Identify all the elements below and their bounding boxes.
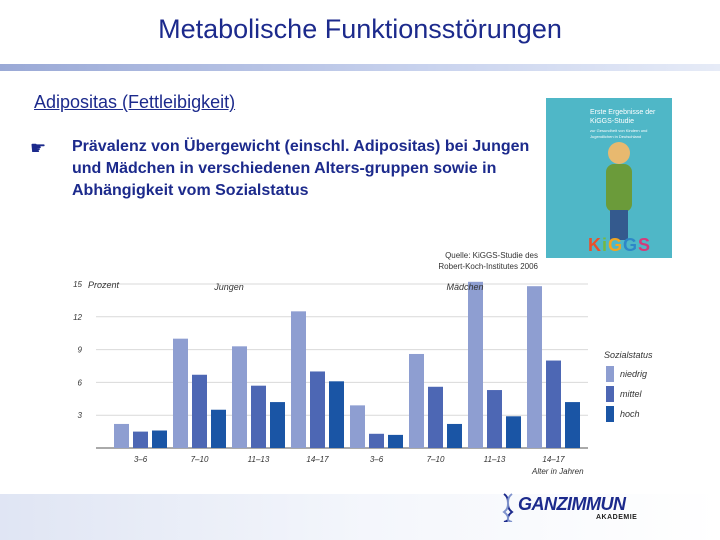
cover-child-figure-legs (610, 210, 628, 240)
x-tick-label: 11–13 (484, 455, 506, 464)
y-tick-label: 6 (78, 378, 83, 387)
bullet-text: Prävalenz von Übergewicht (einschl. Adip… (72, 138, 530, 199)
kiggs-logo: KiGGS (588, 235, 651, 256)
legend-label: niedrig (620, 369, 647, 379)
legend-swatch-mittel (606, 386, 614, 402)
bar-niedrig (291, 311, 306, 448)
x-tick-label: 14–17 (542, 455, 565, 464)
y-tick-label: 15 (73, 280, 82, 289)
logo-sub: AKADEMIE (596, 514, 638, 521)
legend-swatch-hoch (606, 406, 614, 422)
logo-name: GANZIMMUN (518, 494, 626, 514)
bar-mittel (192, 374, 207, 448)
kiggs-letter: G (608, 235, 624, 255)
bar-mittel (133, 431, 148, 448)
bar-mittel (428, 386, 443, 448)
bar-hoch (329, 381, 344, 448)
cover-child-figure-body (606, 164, 632, 212)
bar-hoch (447, 423, 462, 448)
source-note: Quelle: KiGGS-Studie des Robert-Koch-Ins… (392, 250, 538, 272)
bar-mittel (310, 371, 325, 448)
legend-swatch-niedrig (606, 366, 614, 382)
kiggs-letter: S (638, 235, 652, 255)
bar-mittel (546, 360, 561, 448)
legend-label: hoch (620, 409, 640, 419)
kiggs-letter: K (588, 235, 602, 255)
bar-niedrig (114, 423, 129, 448)
cover-child-figure-head (608, 142, 630, 164)
y-tick-label: 12 (73, 313, 82, 322)
bar-hoch (565, 402, 580, 448)
prevalence-bar-chart: 3 6 9 12 15 Prozent 3–6 7–10 11–13 14–17 3–6 7–10 11… (73, 280, 653, 476)
bar-hoch (152, 430, 167, 448)
bar-hoch (211, 409, 226, 448)
group-label-jungen: Jungen (213, 282, 244, 292)
title-divider (0, 64, 720, 71)
kiggs-report-cover: Erste Ergebnisse der KiGGS-Studie zur Ge… (546, 98, 672, 258)
bar-mittel (369, 433, 384, 448)
bar-niedrig (409, 353, 424, 448)
kiggs-letter: i (602, 235, 609, 255)
source-line-1: Quelle: KiGGS-Studie des (445, 251, 538, 260)
bar-niedrig (232, 346, 247, 448)
x-tick-label: 3–6 (370, 455, 384, 464)
x-tick-label: 7–10 (191, 455, 209, 464)
y-tick-label: 3 (78, 411, 83, 420)
bar-hoch (388, 434, 403, 448)
cover-title: Erste Ergebnisse der KiGGS-Studie (590, 109, 656, 125)
bar-niedrig (468, 281, 483, 448)
bar-niedrig (527, 286, 542, 448)
x-axis-label: Alter in Jahren (531, 467, 584, 476)
pointing-hand-icon: ☛ (30, 138, 47, 158)
group-label-maedchen: Mädchen (446, 282, 483, 292)
bar-niedrig (173, 338, 188, 448)
x-tick-label: 3–6 (134, 455, 148, 464)
slide-subtitle: Adipositas (Fettleibigkeit) (34, 92, 236, 112)
bar-mittel (251, 385, 266, 448)
legend-title: Sozialstatus (604, 350, 653, 360)
ganzimmun-logo: GANZIMMUN AKADEMIE (500, 492, 650, 532)
source-line-2: Robert-Koch-Institutes 2006 (438, 262, 538, 271)
x-tick-label: 11–13 (248, 455, 270, 464)
bar-hoch (270, 402, 285, 448)
dna-icon (502, 493, 514, 522)
legend-label: mittel (620, 389, 643, 399)
bar-hoch (506, 416, 521, 448)
kiggs-letter: G (623, 235, 639, 255)
y-tick-label: 9 (78, 346, 83, 355)
x-tick-label: 7–10 (427, 455, 445, 464)
x-tick-label: 14–17 (306, 455, 329, 464)
bar-niedrig (350, 405, 365, 448)
bar-mittel (487, 390, 502, 448)
slide-title: Metabolische Funktionsstörungen (158, 14, 562, 44)
footer-band (0, 494, 720, 540)
y-axis-label: Prozent (88, 280, 120, 290)
cover-text: zur Gesundheit von Kindern und Jugendlic… (590, 128, 648, 139)
